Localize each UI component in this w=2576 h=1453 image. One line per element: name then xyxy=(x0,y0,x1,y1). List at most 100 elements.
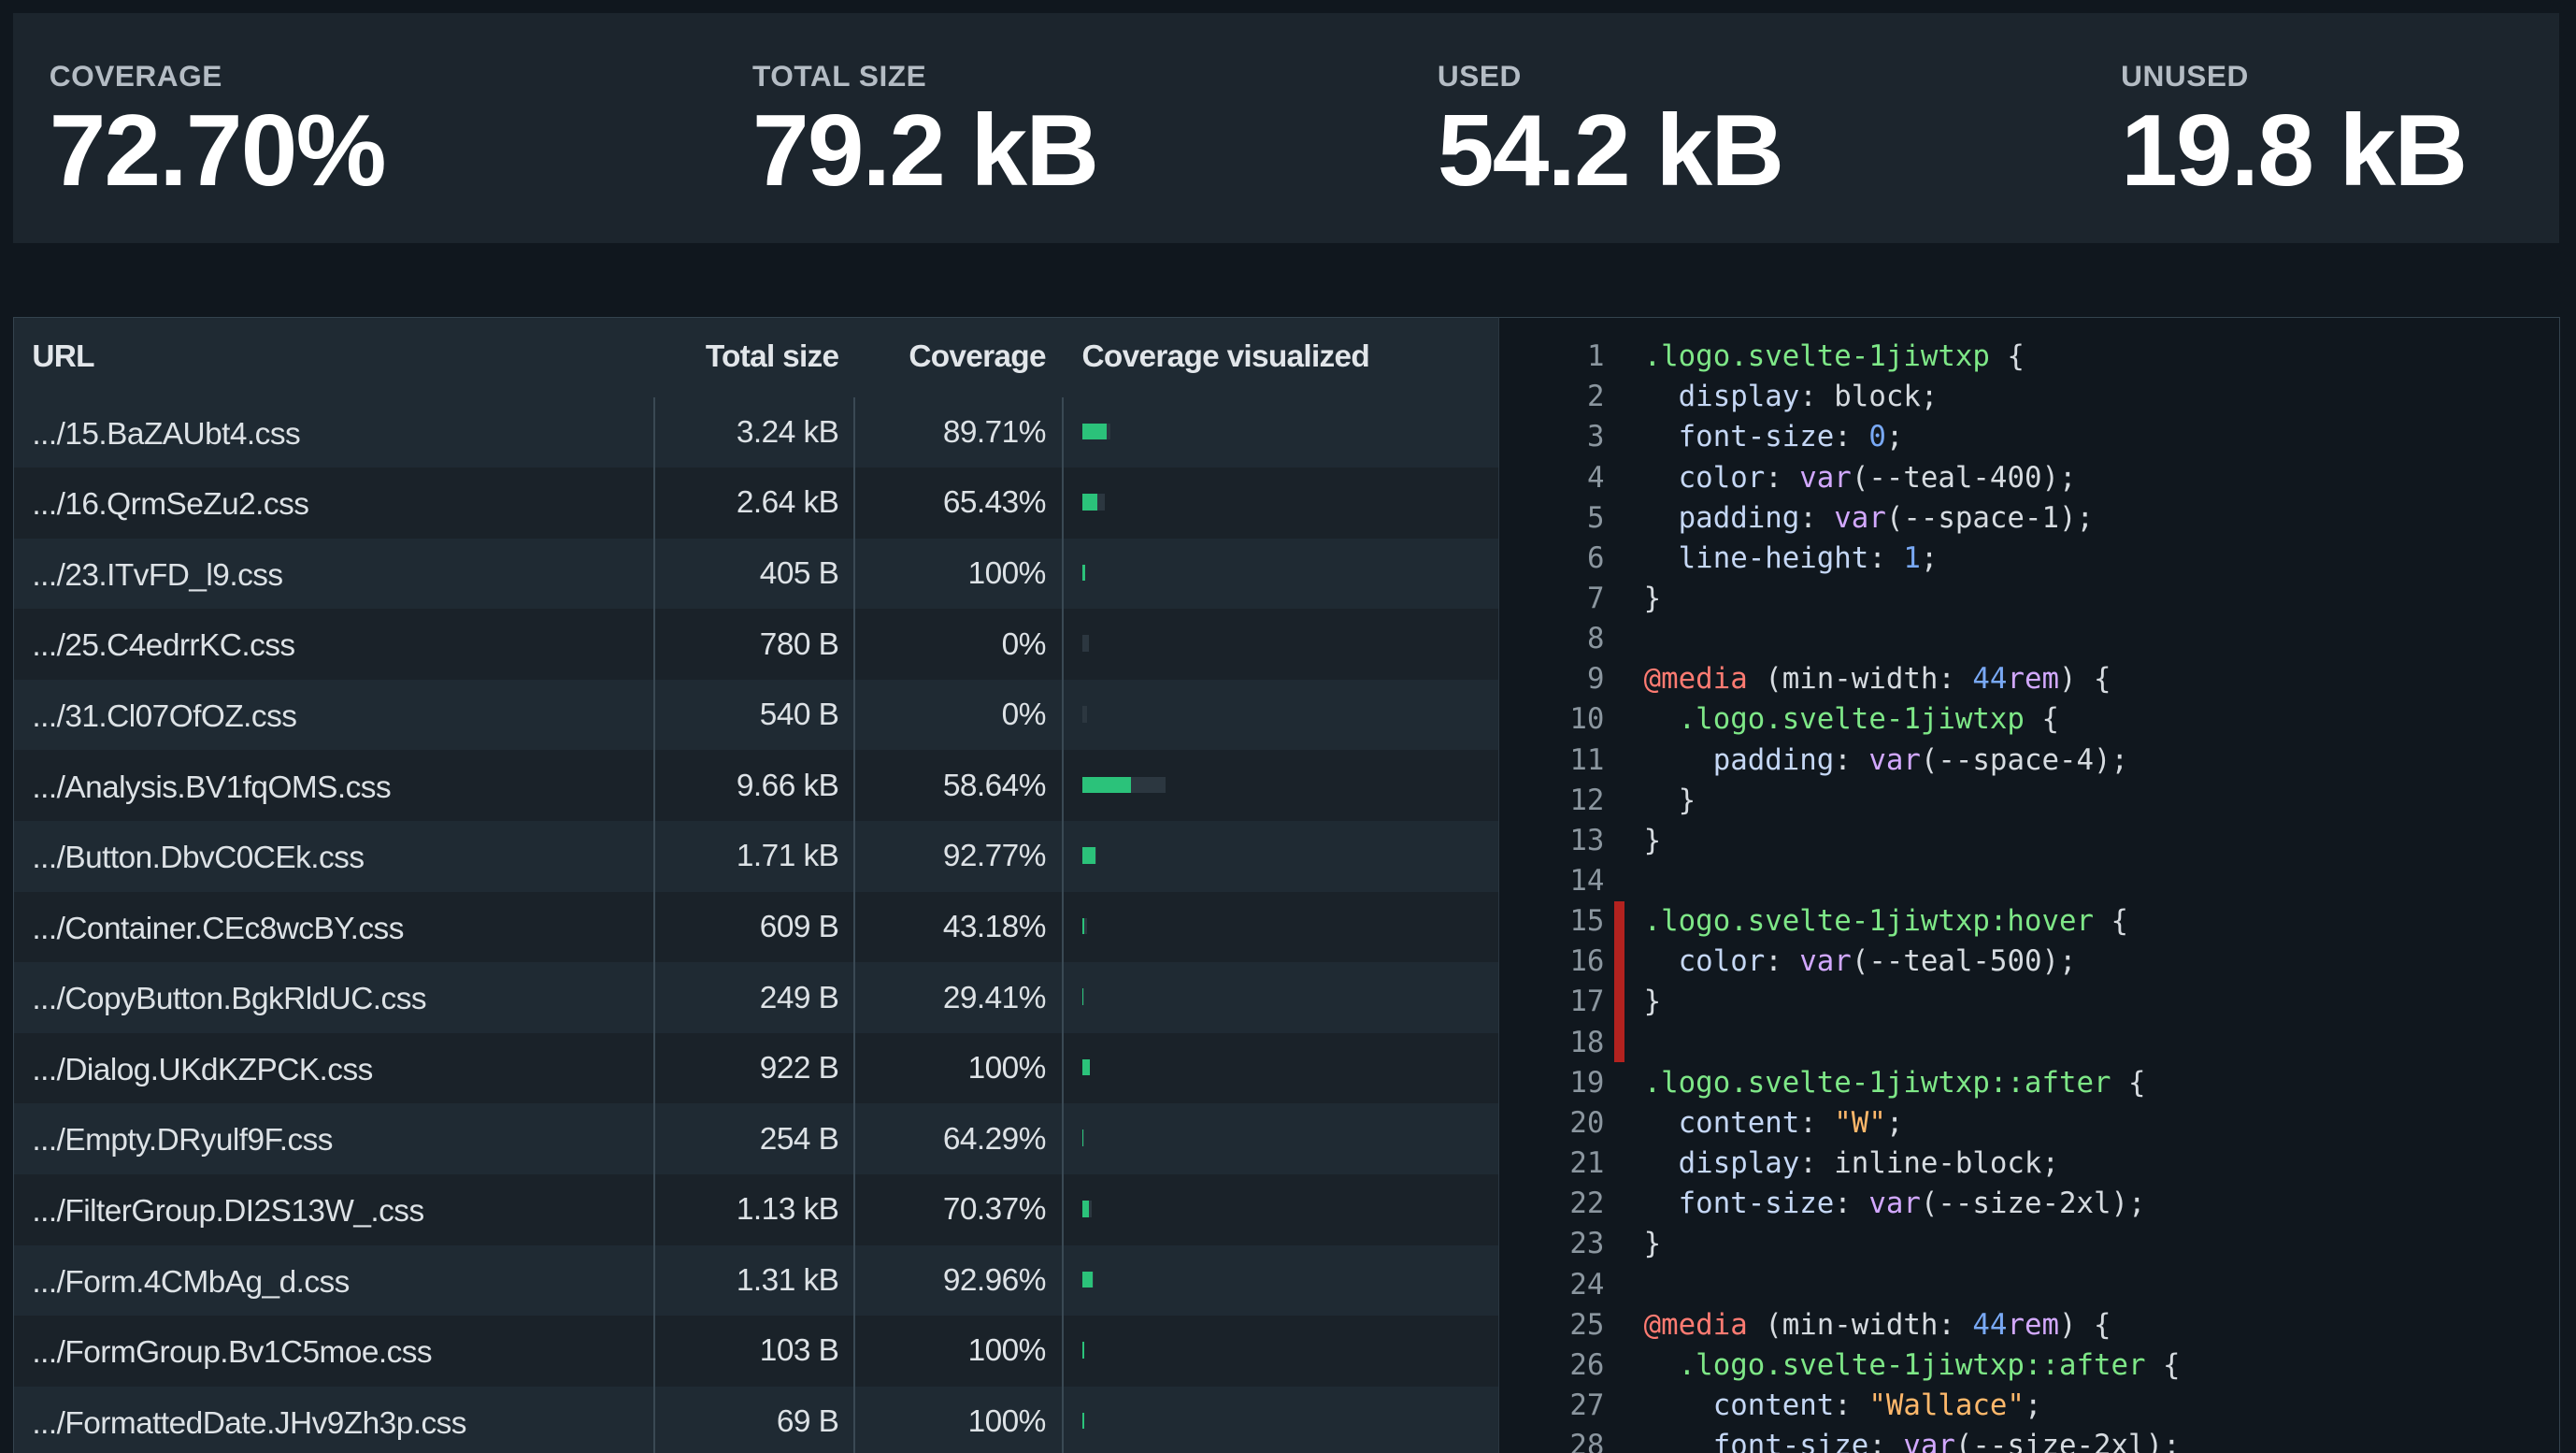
table-row[interactable]: .../FormattedDate.JHv9Zh3p.css 69 B 100% xyxy=(14,1387,1499,1453)
code-token: var xyxy=(1868,742,1921,777)
coverage-bar xyxy=(1081,1058,1091,1076)
table-row[interactable]: .../31.Cl07OfOZ.css 540 B 0% xyxy=(14,680,1499,751)
coverage-bar xyxy=(1081,1342,1085,1359)
file-url[interactable]: .../FilterGroup.DI2S13W_.css xyxy=(32,1194,424,1230)
stat-unused: UNUSED 19.8 kB xyxy=(2121,59,2468,202)
code-line: 5 padding: var(--space-1); xyxy=(1499,497,2559,538)
code-line: 15 .logo.svelte-1jiwtxp:hover { xyxy=(1499,900,2559,942)
stat-label: UNUSED xyxy=(2121,59,2249,94)
table-row[interactable]: .../Dialog.UKdKZPCK.css 922 B 100% xyxy=(14,1032,1499,1104)
table-row[interactable]: .../Analysis.BV1fqOMS.css 9.66 kB 58.64% xyxy=(14,750,1499,822)
file-url[interactable]: .../Form.4CMbAg_d.css xyxy=(32,1264,350,1300)
code-token: { xyxy=(2145,1347,2181,1382)
line-number: 20 xyxy=(1569,1105,1605,1140)
column-header-total-size[interactable]: Total size xyxy=(705,339,839,375)
coverage-bar xyxy=(1081,635,1089,652)
table-row[interactable]: .../CopyButton.BgkRldUC.css 249 B 29.41% xyxy=(14,962,1499,1033)
table-row[interactable]: .../Container.CEc8wcBY.css 609 B 43.18% xyxy=(14,891,1499,963)
coverage-bar xyxy=(1081,1201,1092,1217)
code-token: } xyxy=(1643,581,1662,615)
file-url[interactable]: .../31.Cl07OfOZ.css xyxy=(32,698,297,734)
unused-code-marker xyxy=(1614,1022,1624,1063)
code-text: display: inline-block; xyxy=(1644,1146,2059,1180)
line-number: 16 xyxy=(1569,944,1605,979)
table-row[interactable]: .../Button.DbvC0CEk.css 1.71 kB 92.77% xyxy=(14,821,1499,892)
file-url[interactable]: .../CopyButton.BgkRldUC.css xyxy=(32,982,427,1017)
table-row[interactable]: .../25.C4edrrKC.css 780 B 0% xyxy=(14,609,1499,680)
file-url[interactable]: .../25.C4edrrKC.css xyxy=(32,628,295,664)
column-header-url[interactable]: URL xyxy=(32,339,94,375)
line-number: 2 xyxy=(1586,380,1605,414)
code-token: { xyxy=(2093,904,2129,939)
code-token: { xyxy=(2111,1065,2146,1100)
file-url[interactable]: .../FormGroup.Bv1C5moe.css xyxy=(32,1335,433,1371)
coverage-bar-used xyxy=(1081,988,1083,1005)
code-token: (--size-2xl); xyxy=(1954,1429,2181,1453)
file-url[interactable]: .../15.BaZAUbt4.css xyxy=(32,416,301,452)
coverage-bar xyxy=(1081,423,1110,440)
code-token xyxy=(1644,1388,1713,1422)
file-url[interactable]: .../Empty.DRyulf9F.css xyxy=(32,1123,333,1158)
coverage-bar xyxy=(1081,564,1086,582)
table-row[interactable]: .../23.ITvFD_l9.css 405 B 100% xyxy=(14,539,1499,610)
code-text: color: var(--teal-500); xyxy=(1644,944,2077,978)
line-number: 10 xyxy=(1569,702,1605,737)
coverage-percent: 100% xyxy=(967,1051,1047,1086)
stat-value: 54.2 kB xyxy=(1437,94,1784,209)
coverage-bar-used xyxy=(1081,847,1096,864)
line-number: 8 xyxy=(1586,622,1605,656)
code-token: : xyxy=(1765,460,1800,495)
file-url[interactable]: .../23.ITvFD_l9.css xyxy=(32,557,283,593)
coverage-bar xyxy=(1081,1412,1085,1430)
coverage-bar-used xyxy=(1081,1129,1084,1147)
line-number: 6 xyxy=(1586,540,1605,575)
code-token: } xyxy=(1643,985,1662,1019)
code-text: line-height: 1; xyxy=(1644,541,1939,575)
total-size: 254 B xyxy=(759,1121,839,1157)
file-url[interactable]: .../Container.CEc8wcBY.css xyxy=(32,911,404,946)
code-text: display: block; xyxy=(1644,380,1939,413)
code-token: color xyxy=(1678,944,1766,979)
file-url[interactable]: .../Dialog.UKdKZPCK.css xyxy=(32,1052,373,1087)
table-row[interactable]: .../15.BaZAUbt4.css 3.24 kB 89.71% xyxy=(14,397,1499,468)
code-line: 20 content: "W"; xyxy=(1499,1102,2559,1143)
line-number: 14 xyxy=(1569,864,1605,898)
coverage-bar-used xyxy=(1081,1201,1089,1217)
code-token: padding xyxy=(1712,742,1835,777)
coverage-percent: 100% xyxy=(967,1404,1047,1440)
code-token xyxy=(1644,501,1679,535)
coverage-percent: 89.71% xyxy=(942,414,1047,450)
code-line: 4 color: var(--teal-400); xyxy=(1499,457,2559,497)
table-row[interactable]: .../FormGroup.Bv1C5moe.css 103 B 100% xyxy=(14,1316,1499,1387)
file-url[interactable]: .../Button.DbvC0CEk.css xyxy=(32,841,365,876)
code-line: 22 font-size: var(--size-2xl); xyxy=(1499,1184,2559,1224)
code-line: 14 xyxy=(1499,861,2559,901)
table-row[interactable]: .../FilterGroup.DI2S13W_.css 1.13 kB 70.… xyxy=(14,1173,1499,1245)
css-source-viewer: 1 .logo.svelte-1jiwtxp {2 display: block;… xyxy=(1497,317,2560,1453)
total-size: 1.31 kB xyxy=(736,1262,839,1298)
coverage-bar xyxy=(1081,1129,1085,1147)
coverage-percent: 100% xyxy=(967,556,1047,592)
code-line: 19 .logo.svelte-1jiwtxp::after { xyxy=(1499,1062,2559,1102)
code-text: .logo.svelte-1jiwtxp { xyxy=(1644,702,2059,736)
code-token: (--space-1); xyxy=(1885,500,2095,535)
code-token: } xyxy=(1643,783,1696,817)
unused-code-marker xyxy=(1614,981,1624,1023)
code-token xyxy=(1644,1348,1679,1382)
stat-value: 79.2 kB xyxy=(751,94,1099,209)
code-token xyxy=(1644,380,1679,413)
file-url[interactable]: .../Analysis.BV1fqOMS.css xyxy=(32,770,392,805)
code-token: var xyxy=(1868,1187,1921,1221)
column-header-coverage[interactable]: Coverage xyxy=(909,339,1046,375)
file-url[interactable]: .../16.QrmSeZu2.css xyxy=(32,487,309,523)
code-token: : xyxy=(1834,1388,1869,1422)
line-number: 28 xyxy=(1569,1429,1605,1453)
code-line: 18 xyxy=(1499,1022,2559,1063)
table-row[interactable]: .../Form.4CMbAg_d.css 1.31 kB 92.96% xyxy=(14,1245,1499,1316)
coverage-bar-used xyxy=(1081,1058,1091,1076)
code-token: { xyxy=(1989,339,2025,374)
column-header-coverage-visualized[interactable]: Coverage visualized xyxy=(1081,339,1370,375)
table-row[interactable]: .../16.QrmSeZu2.css 2.64 kB 65.43% xyxy=(14,468,1499,539)
table-row[interactable]: .../Empty.DRyulf9F.css 254 B 64.29% xyxy=(14,1103,1499,1174)
file-url[interactable]: .../FormattedDate.JHv9Zh3p.css xyxy=(32,1405,466,1441)
